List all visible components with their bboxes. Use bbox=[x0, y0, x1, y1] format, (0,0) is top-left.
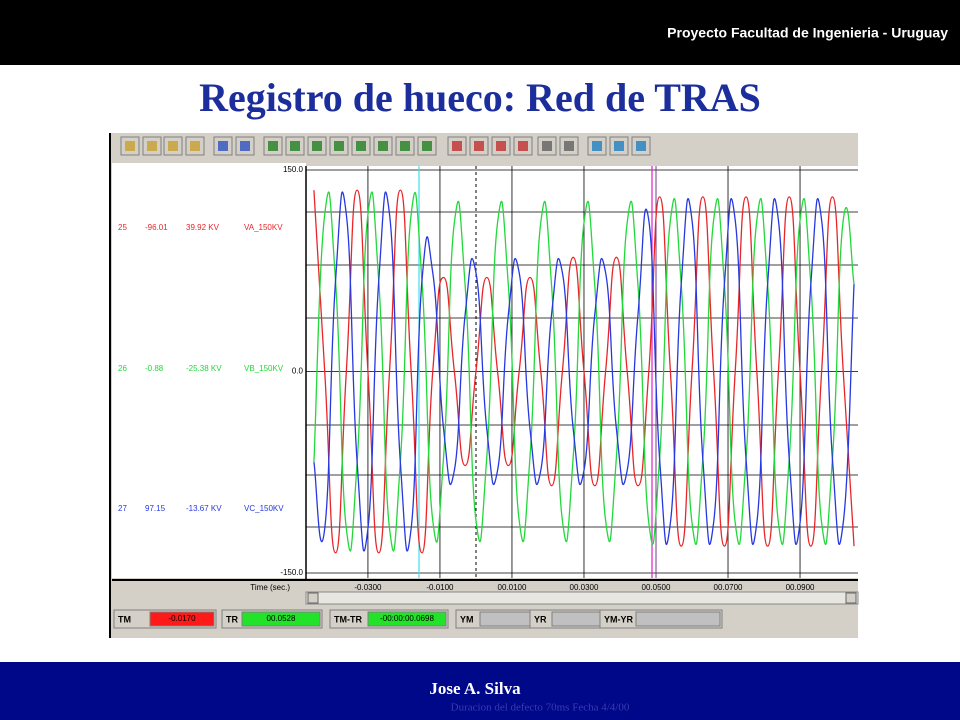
toolbar-icon bbox=[592, 141, 602, 151]
status-value-box bbox=[241, 611, 321, 627]
toolbar-icon bbox=[518, 141, 528, 151]
toolbar-icon bbox=[474, 141, 484, 151]
status-value-box bbox=[149, 611, 215, 627]
status-label: TR bbox=[226, 614, 238, 624]
toolbar-icon bbox=[542, 141, 552, 151]
channel-rms: 39.92 KV bbox=[186, 223, 220, 232]
toolbar-icon bbox=[564, 141, 574, 151]
toolbar bbox=[120, 136, 651, 156]
header-text: Proyecto Facultad de Ingenieria - Urugua… bbox=[667, 25, 948, 41]
channel-rms: -25.38 KV bbox=[186, 364, 222, 373]
toolbar-icon bbox=[268, 141, 278, 151]
x-axis-label: Time (sec.) bbox=[250, 583, 290, 592]
toolbar-icon bbox=[422, 141, 432, 151]
x-tick-labels: -0.0300 -0.0100 00.0100 00.0300 00.0500 00.07… bbox=[354, 583, 884, 592]
toolbar-icon bbox=[190, 141, 200, 151]
channel-number: 26 bbox=[118, 364, 127, 373]
x-tick-label: 00.0900 bbox=[786, 583, 815, 592]
status-label: TM-TR bbox=[334, 614, 362, 624]
toolbar-icon bbox=[400, 141, 410, 151]
toolbar-icon bbox=[334, 141, 344, 151]
x-tick-label: 00.0700 bbox=[714, 583, 743, 592]
toolbar-icon bbox=[240, 141, 250, 151]
x-tick-label: 00.0300 bbox=[570, 583, 599, 592]
status-value: -0.0170 bbox=[168, 614, 196, 623]
channel-rms: -13.67 KV bbox=[186, 504, 222, 513]
channel-number: 25 bbox=[118, 223, 127, 232]
status-value: 00.0528 bbox=[267, 614, 296, 623]
toolbar-icon bbox=[452, 141, 462, 151]
header-bar bbox=[0, 0, 960, 65]
status-label: YR bbox=[534, 614, 547, 624]
y-tick-label: 150.0 bbox=[283, 165, 304, 174]
toolbar-icon bbox=[636, 141, 646, 151]
waveform bbox=[313, 191, 855, 552]
legend-entry: VC_150KV bbox=[244, 504, 284, 513]
toolbar-icon bbox=[147, 141, 157, 151]
x-tick-label: 00.0100 bbox=[498, 583, 527, 592]
toolbar-icon bbox=[125, 141, 135, 151]
status-label: TM bbox=[118, 614, 131, 624]
status-label: YM bbox=[460, 614, 474, 624]
x-tick-label: 00.0500 bbox=[642, 583, 671, 592]
slide-title: Registro de hueco: Red de TRAS bbox=[199, 75, 761, 120]
x-tick-label: 00.110 bbox=[860, 583, 884, 592]
scrollbar[interactable] bbox=[305, 591, 859, 605]
x-tick-label: -0.0100 bbox=[426, 583, 454, 592]
waveform bbox=[313, 189, 855, 554]
channel-value: 97.15 bbox=[145, 504, 166, 513]
y-tick-label: -150.0 bbox=[280, 568, 303, 577]
channel-value: -0.88 bbox=[145, 364, 164, 373]
channel-panel bbox=[112, 163, 306, 578]
status-value: -00:00:00.0698 bbox=[380, 614, 434, 623]
toolbar-icon bbox=[290, 141, 300, 151]
y-tick-label: 0.0 bbox=[292, 367, 304, 376]
toolbar-icon bbox=[356, 141, 366, 151]
x-tick-label: -0.0300 bbox=[354, 583, 382, 592]
footer-author: Jose A. Silva bbox=[429, 679, 521, 698]
status-value-box bbox=[367, 611, 447, 627]
toolbar-icon bbox=[614, 141, 624, 151]
channel-number: 27 bbox=[118, 504, 127, 513]
plot-area bbox=[306, 166, 858, 578]
toolbar-icon bbox=[168, 141, 178, 151]
toolbar-icon bbox=[496, 141, 506, 151]
status-label: YM-YR bbox=[604, 614, 634, 624]
legend-entry: VA_150KV bbox=[244, 223, 283, 232]
status-value-box bbox=[635, 611, 721, 627]
channel-value: -96.01 bbox=[145, 223, 168, 232]
waveform bbox=[313, 191, 855, 552]
waveforms bbox=[313, 166, 855, 578]
status-bar: TM -0.0170 TR 00.0528 TM-TR -00:00:00.0698 YM Y… bbox=[113, 609, 723, 629]
footer-note: Duracion del defecto 70ms Fecha 4/4/00 bbox=[451, 702, 630, 714]
toolbar-icon bbox=[312, 141, 322, 151]
legend-entry: VB_150KV bbox=[244, 364, 284, 373]
footer-bar bbox=[0, 662, 960, 720]
scroll-left[interactable] bbox=[307, 592, 319, 604]
scroll-right[interactable] bbox=[845, 592, 857, 604]
toolbar-icon bbox=[378, 141, 388, 151]
toolbar-icon bbox=[218, 141, 228, 151]
